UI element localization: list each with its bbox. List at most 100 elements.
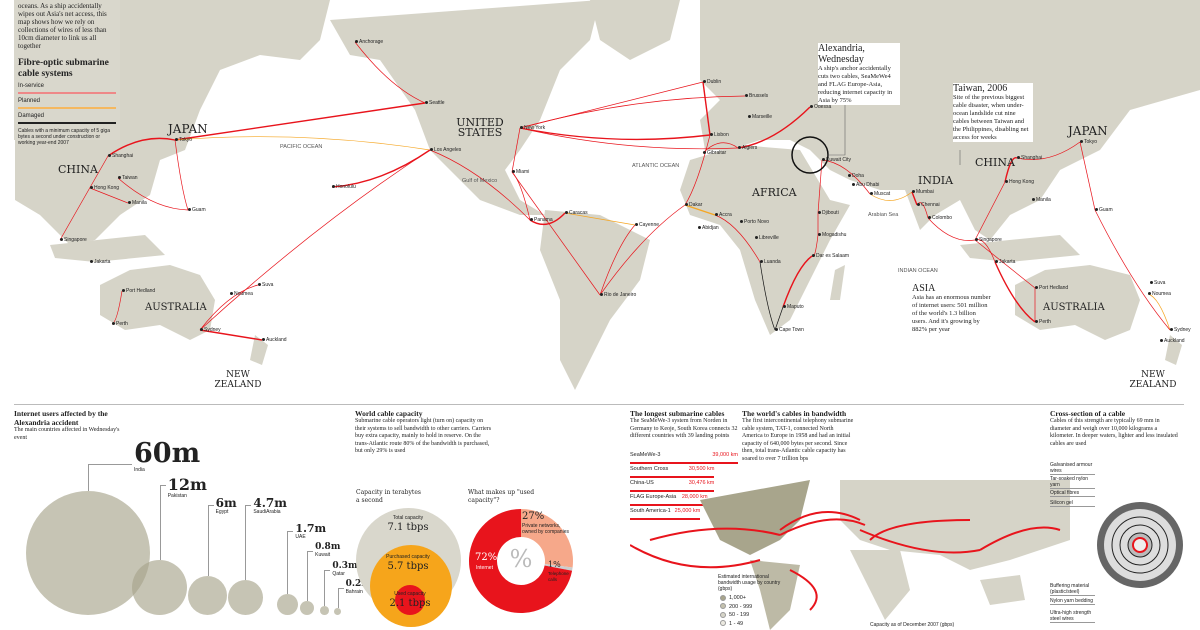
- leader-line: [159, 485, 166, 560]
- cable-line: [927, 217, 976, 241]
- bubble-country: Qatar: [332, 571, 345, 577]
- city-label: Port Hedland: [1035, 285, 1068, 291]
- capacity-text: Submarine cable operators light (turn on…: [355, 418, 492, 454]
- bubble-saudiarabia: [228, 580, 263, 615]
- city-label: New York: [520, 125, 545, 131]
- legend-label: 1,000+: [729, 595, 746, 601]
- cross-section-label: Nylon yarn bedding: [1050, 598, 1095, 605]
- bubble-country: Egypt: [215, 509, 229, 515]
- purchased-value: 5.7 tbps: [387, 561, 429, 572]
- leader-line: [307, 551, 314, 601]
- cable-length-bar: South America-1 25,000 km: [630, 508, 701, 520]
- legend-swatch: [720, 611, 726, 618]
- donut-slice: [544, 564, 573, 571]
- bubble-value: 60m: [134, 438, 201, 469]
- bandwidth-title: The world's cables in bandwidth: [742, 409, 847, 418]
- longest-text: The SeaMeWe-3 system from Norden in Germ…: [630, 418, 738, 439]
- australia-left: [100, 265, 215, 340]
- purchased-label: Purchased capacity: [386, 554, 430, 560]
- cable-length: 39,000 km: [712, 452, 738, 458]
- legend-label: 200 - 999: [729, 603, 753, 610]
- bubble-label: 0.8m Kuwait: [315, 543, 340, 559]
- cable-line: [702, 81, 711, 136]
- cable-line: [782, 255, 813, 308]
- city-label: Perth: [1035, 319, 1051, 325]
- legend-title: Fibre-optic submarine cable systems: [18, 58, 109, 79]
- city-label: Shanghai: [1017, 155, 1042, 161]
- city-label: Manila: [1032, 197, 1051, 203]
- callout-text: A ship's anchor accidentally cuts two ca…: [818, 65, 893, 104]
- city-label: Singapore: [975, 237, 1002, 243]
- bubble-bahrain: [334, 607, 342, 615]
- legend-label: 1 - 49: [729, 620, 744, 627]
- cable-line: [994, 261, 1036, 323]
- city-label: Sydney: [1170, 327, 1191, 333]
- bubble-label: 0.2m Bahrain: [345, 580, 371, 596]
- city-label: Auckland: [1160, 338, 1185, 344]
- cross-text: Cables of this strength are typically 69…: [1050, 418, 1178, 447]
- cable-line: [519, 127, 739, 150]
- region-label: AUSTRALIA: [1043, 302, 1105, 313]
- donut-private-pct: 27%: [522, 511, 545, 522]
- bubble-value: 12m: [167, 475, 207, 494]
- cable-line: [684, 134, 711, 206]
- region-label: CHINA: [58, 163, 98, 176]
- cable-line: [511, 171, 601, 296]
- used-value: 2.1 tbps: [389, 598, 431, 609]
- city-label: Honolulu: [332, 184, 356, 190]
- city-label: Odessa: [810, 104, 831, 110]
- bandwidth-map: [630, 480, 1070, 630]
- cable-name: SeaMeWe-3: [630, 452, 661, 458]
- intro-panel: oceans. As a ship accidentally wipes out…: [14, 0, 120, 146]
- legend-planned: Planned: [18, 97, 116, 109]
- bubble-label: 1.7m UAE: [295, 523, 326, 540]
- donut-internet-pct: 72%: [475, 552, 498, 563]
- cable-line: [599, 204, 686, 296]
- cable-cross-section: [1097, 502, 1183, 588]
- ocean-label: INDIAN OCEAN: [898, 268, 938, 274]
- bandwidth-text: The first intercontinental telephony sub…: [742, 418, 854, 462]
- callout-asia: ASIA Asia has an enormous number of inte…: [912, 283, 992, 334]
- cable-length: 30,476 km: [688, 480, 715, 486]
- bubble-country: Pakistan: [167, 493, 187, 499]
- city-label: Accra: [715, 212, 732, 218]
- ocean-label: Arabian Sea: [868, 212, 899, 218]
- cable-line: [759, 261, 776, 331]
- cable-name: China-US: [630, 480, 654, 486]
- section-divider: [14, 404, 1184, 405]
- callout-title: Taiwan, 2006: [953, 83, 1008, 94]
- city-label: Abu Dhabi: [852, 182, 879, 188]
- city-label: Doha: [848, 173, 864, 179]
- region-label: INDIA: [918, 174, 954, 187]
- city-label: Singapore: [60, 237, 87, 243]
- city-label: Hong Kong: [1005, 179, 1034, 185]
- cable-length: 25,000 km: [674, 508, 701, 514]
- cable-length-bar: SeaMeWe-3 39,000 km: [630, 452, 738, 464]
- city-label: Abidjan: [698, 225, 719, 231]
- bubble-country: Bahrain: [345, 589, 363, 595]
- city-label: Porto Novo: [740, 219, 769, 225]
- city-label: Guam: [1095, 207, 1113, 213]
- city-label: Miami: [512, 169, 529, 175]
- bandwidth-legend-item: 50 - 199: [720, 611, 749, 619]
- south-america: [540, 210, 650, 390]
- cross-section-label: Ultra-high strength steel wires: [1050, 610, 1095, 623]
- world-cable-map: [15, 0, 1200, 390]
- city-label: Panama: [530, 217, 553, 223]
- cable-line: [1004, 157, 1018, 183]
- indonesia: [960, 235, 1080, 262]
- cross-section-label: Optical fibres: [1050, 490, 1095, 497]
- cable-length: 30,500 km: [688, 466, 715, 472]
- intro-text: oceans. As a ship accidentally wipes out…: [18, 2, 107, 50]
- city-label: Rio de Janeiro: [600, 292, 636, 298]
- legend-damaged: Damaged: [18, 112, 116, 124]
- donut-internet-label: Internet: [476, 565, 493, 571]
- bubble-egypt: [188, 575, 228, 615]
- cable-line: [599, 224, 636, 296]
- cable-length: 28,000 km: [681, 494, 708, 500]
- cable-line: [331, 149, 431, 188]
- city-label: Muscat: [870, 191, 890, 197]
- city-label: Libreville: [755, 235, 779, 241]
- city-label: Noumea: [1148, 291, 1171, 297]
- cable-length-bar: China-US 30,476 km: [630, 480, 715, 492]
